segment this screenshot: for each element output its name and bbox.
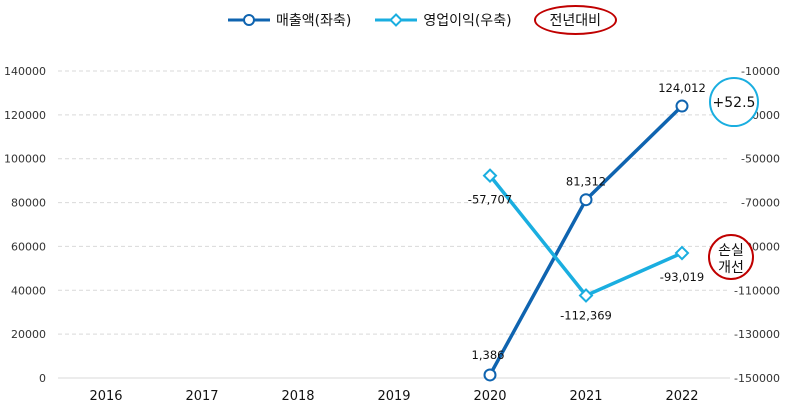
x-tick-label: 2019 <box>377 389 410 404</box>
x-tick-label: 2021 <box>569 389 602 404</box>
data-point <box>578 288 594 303</box>
legend-label-operating-profit: 영업이익(우축) <box>423 13 512 29</box>
x-tick-label: 2022 <box>665 389 698 404</box>
data-point <box>675 99 689 113</box>
circle-marker-icon <box>228 14 270 26</box>
y-left-tick-label: 80000 <box>11 197 46 210</box>
data-label: 124,012 <box>658 81 706 95</box>
y-right-tick-label: -10000 <box>741 65 780 78</box>
data-label: -112,369 <box>560 308 612 322</box>
data-point <box>483 368 497 382</box>
y-left-tick-label: 60000 <box>11 240 46 253</box>
x-tick-label: 2016 <box>89 389 122 404</box>
data-label: -57,707 <box>468 193 512 207</box>
y-right-tick-label: -150000 <box>734 372 780 385</box>
loss-improvement-label: 개선 <box>718 260 744 276</box>
loss-improvement-label: 손실 <box>718 243 744 259</box>
y-left-tick-label: 40000 <box>11 284 46 297</box>
legend-item-operating-profit[interactable]: 영업이익(우축) <box>373 10 512 30</box>
y-right-tick-label: -130000 <box>734 328 780 341</box>
x-tick-label: 2018 <box>281 389 314 404</box>
y-left-tick-label: 20000 <box>11 328 46 341</box>
y-right-tick-label: -110000 <box>734 284 780 297</box>
data-point <box>482 168 498 184</box>
y-left-tick-label: 120000 <box>4 109 46 122</box>
data-label: 81,312 <box>566 175 606 189</box>
diamond-marker-icon <box>375 13 418 27</box>
legend-item-sales[interactable]: 매출액(좌축) <box>226 10 351 30</box>
y-right-tick-label: -70000 <box>741 197 780 210</box>
data-label: 1,386 <box>472 348 505 362</box>
yoy-change-value: +52.5 <box>713 95 756 111</box>
legend: 매출액(좌축) 영업이익(우축) 전년대비 <box>226 5 618 35</box>
x-tick-label: 2017 <box>185 389 218 404</box>
y-left-tick-label: 0 <box>39 372 46 385</box>
legend-label-sales: 매출액(좌축) <box>276 13 352 29</box>
x-tick-label: 2020 <box>473 389 506 404</box>
data-label: -93,019 <box>660 270 704 284</box>
y-left-tick-label: 140000 <box>4 65 46 78</box>
data-point <box>579 193 593 207</box>
y-right-tick-label: -50000 <box>741 153 780 166</box>
loss-improvement-callout <box>708 234 754 281</box>
yoy-badge: 전년대비 <box>533 5 618 35</box>
y-left-tick-label: 100000 <box>4 153 46 166</box>
data-point <box>674 245 690 261</box>
yoy-change-callout <box>709 77 759 128</box>
